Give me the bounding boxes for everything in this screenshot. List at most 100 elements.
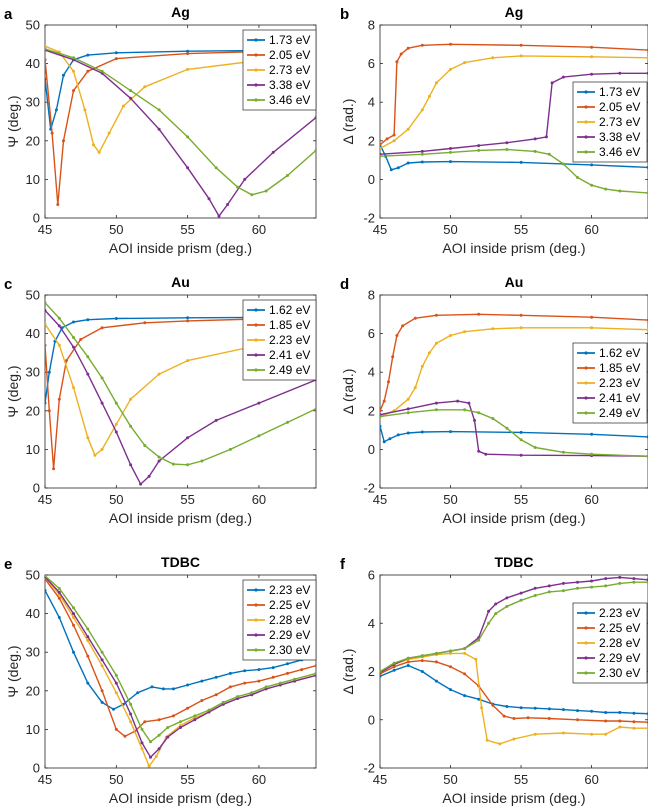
data-point bbox=[618, 189, 622, 193]
y-tick-label: 20 bbox=[26, 403, 40, 418]
x-tick-label: 55 bbox=[180, 222, 194, 237]
data-point bbox=[420, 654, 424, 658]
y-axis-label: Δ (rad.) bbox=[340, 99, 356, 145]
data-point bbox=[166, 726, 170, 729]
y-tick-label: 40 bbox=[26, 56, 40, 71]
data-point bbox=[484, 452, 488, 456]
series-line bbox=[45, 49, 316, 217]
data-point bbox=[100, 700, 104, 704]
data-point bbox=[477, 697, 481, 701]
series-2-23-eV bbox=[45, 588, 316, 711]
data-point bbox=[257, 401, 261, 405]
data-point bbox=[449, 651, 452, 655]
data-point bbox=[382, 440, 386, 444]
data-point bbox=[395, 60, 399, 64]
data-point bbox=[491, 703, 495, 707]
data-point bbox=[519, 54, 523, 58]
data-point bbox=[434, 679, 438, 683]
data-point bbox=[57, 616, 61, 619]
series-line bbox=[380, 72, 648, 155]
data-point bbox=[226, 203, 230, 206]
legend-marker bbox=[584, 611, 588, 615]
data-point bbox=[214, 693, 218, 697]
data-point bbox=[114, 317, 118, 320]
data-point bbox=[278, 681, 282, 685]
data-point bbox=[157, 459, 161, 463]
data-point bbox=[243, 681, 247, 685]
legend-marker bbox=[584, 90, 588, 94]
data-point bbox=[604, 584, 608, 588]
legend-marker bbox=[584, 366, 588, 370]
data-point bbox=[286, 174, 289, 177]
data-point bbox=[100, 664, 104, 668]
y-tick-label: 4 bbox=[368, 365, 375, 380]
x-tick-label: 60 bbox=[252, 222, 266, 237]
data-point bbox=[502, 714, 506, 718]
data-point bbox=[157, 108, 161, 112]
y-tick-label: 6 bbox=[368, 326, 375, 341]
data-point bbox=[632, 726, 636, 730]
data-point bbox=[561, 450, 565, 454]
data-point bbox=[186, 49, 190, 53]
data-point bbox=[143, 85, 147, 89]
data-point bbox=[45, 575, 47, 578]
data-point bbox=[485, 738, 489, 742]
data-point bbox=[140, 727, 144, 731]
x-tick-label: 45 bbox=[373, 222, 387, 237]
data-point bbox=[72, 650, 75, 654]
data-point bbox=[618, 581, 622, 585]
data-point bbox=[406, 664, 410, 667]
y-tick-label: 2 bbox=[368, 403, 375, 418]
data-point bbox=[618, 719, 622, 723]
data-point bbox=[314, 671, 316, 675]
x-axis-label: AOI inside prism (deg.) bbox=[442, 510, 585, 526]
data-point bbox=[547, 152, 551, 156]
legend: 1.62 eV1.85 eV2.23 eV2.41 eV2.49 eV bbox=[572, 342, 648, 424]
data-point bbox=[420, 160, 424, 164]
y-axis-label: Ψ (deg.) bbox=[5, 645, 21, 697]
legend-label: 1.73 eV bbox=[599, 85, 640, 99]
x-axis-label: AOI inside prism (deg.) bbox=[109, 510, 252, 526]
x-axis-label: AOI inside prism (deg.) bbox=[109, 240, 252, 256]
data-point bbox=[604, 187, 608, 191]
data-point bbox=[186, 436, 190, 440]
data-point bbox=[161, 687, 165, 691]
data-point bbox=[157, 718, 161, 722]
legend-marker bbox=[584, 656, 588, 660]
legend-label: 1.62 eV bbox=[599, 346, 640, 360]
panel-letter: d bbox=[340, 276, 349, 293]
series-line bbox=[45, 50, 316, 206]
series-line bbox=[45, 49, 316, 130]
data-point bbox=[519, 438, 523, 442]
data-point bbox=[505, 596, 509, 600]
data-point bbox=[217, 214, 221, 218]
series-2-05-eV bbox=[380, 42, 648, 147]
legend: 1.73 eV2.05 eV2.73 eV3.38 eV3.46 eV bbox=[242, 29, 317, 111]
data-point bbox=[114, 51, 118, 55]
data-point bbox=[186, 706, 190, 710]
data-point bbox=[186, 359, 190, 363]
data-point bbox=[533, 149, 537, 153]
series-line bbox=[45, 302, 316, 466]
data-point bbox=[480, 706, 484, 710]
data-point bbox=[434, 81, 438, 85]
data-point bbox=[576, 176, 579, 179]
data-point bbox=[413, 316, 417, 320]
data-point bbox=[449, 42, 452, 46]
data-point bbox=[143, 444, 147, 447]
data-point bbox=[533, 446, 537, 449]
x-tick-label: 50 bbox=[109, 222, 123, 237]
data-point bbox=[434, 651, 438, 655]
data-point bbox=[561, 589, 565, 593]
panel-a: a Ag 45 50 55 60 0 10 20 30 40 50 AOI inside prism (… bbox=[4, 4, 317, 256]
x-tick-label: 45 bbox=[38, 222, 52, 237]
data-point bbox=[380, 415, 382, 419]
y-tick-label: 2 bbox=[368, 664, 375, 679]
series-line bbox=[45, 323, 316, 456]
data-point bbox=[590, 163, 594, 167]
y-tick-label: 0 bbox=[33, 211, 40, 226]
data-point bbox=[590, 709, 594, 713]
data-point bbox=[100, 658, 104, 662]
data-point bbox=[100, 650, 104, 654]
data-point bbox=[100, 326, 104, 330]
